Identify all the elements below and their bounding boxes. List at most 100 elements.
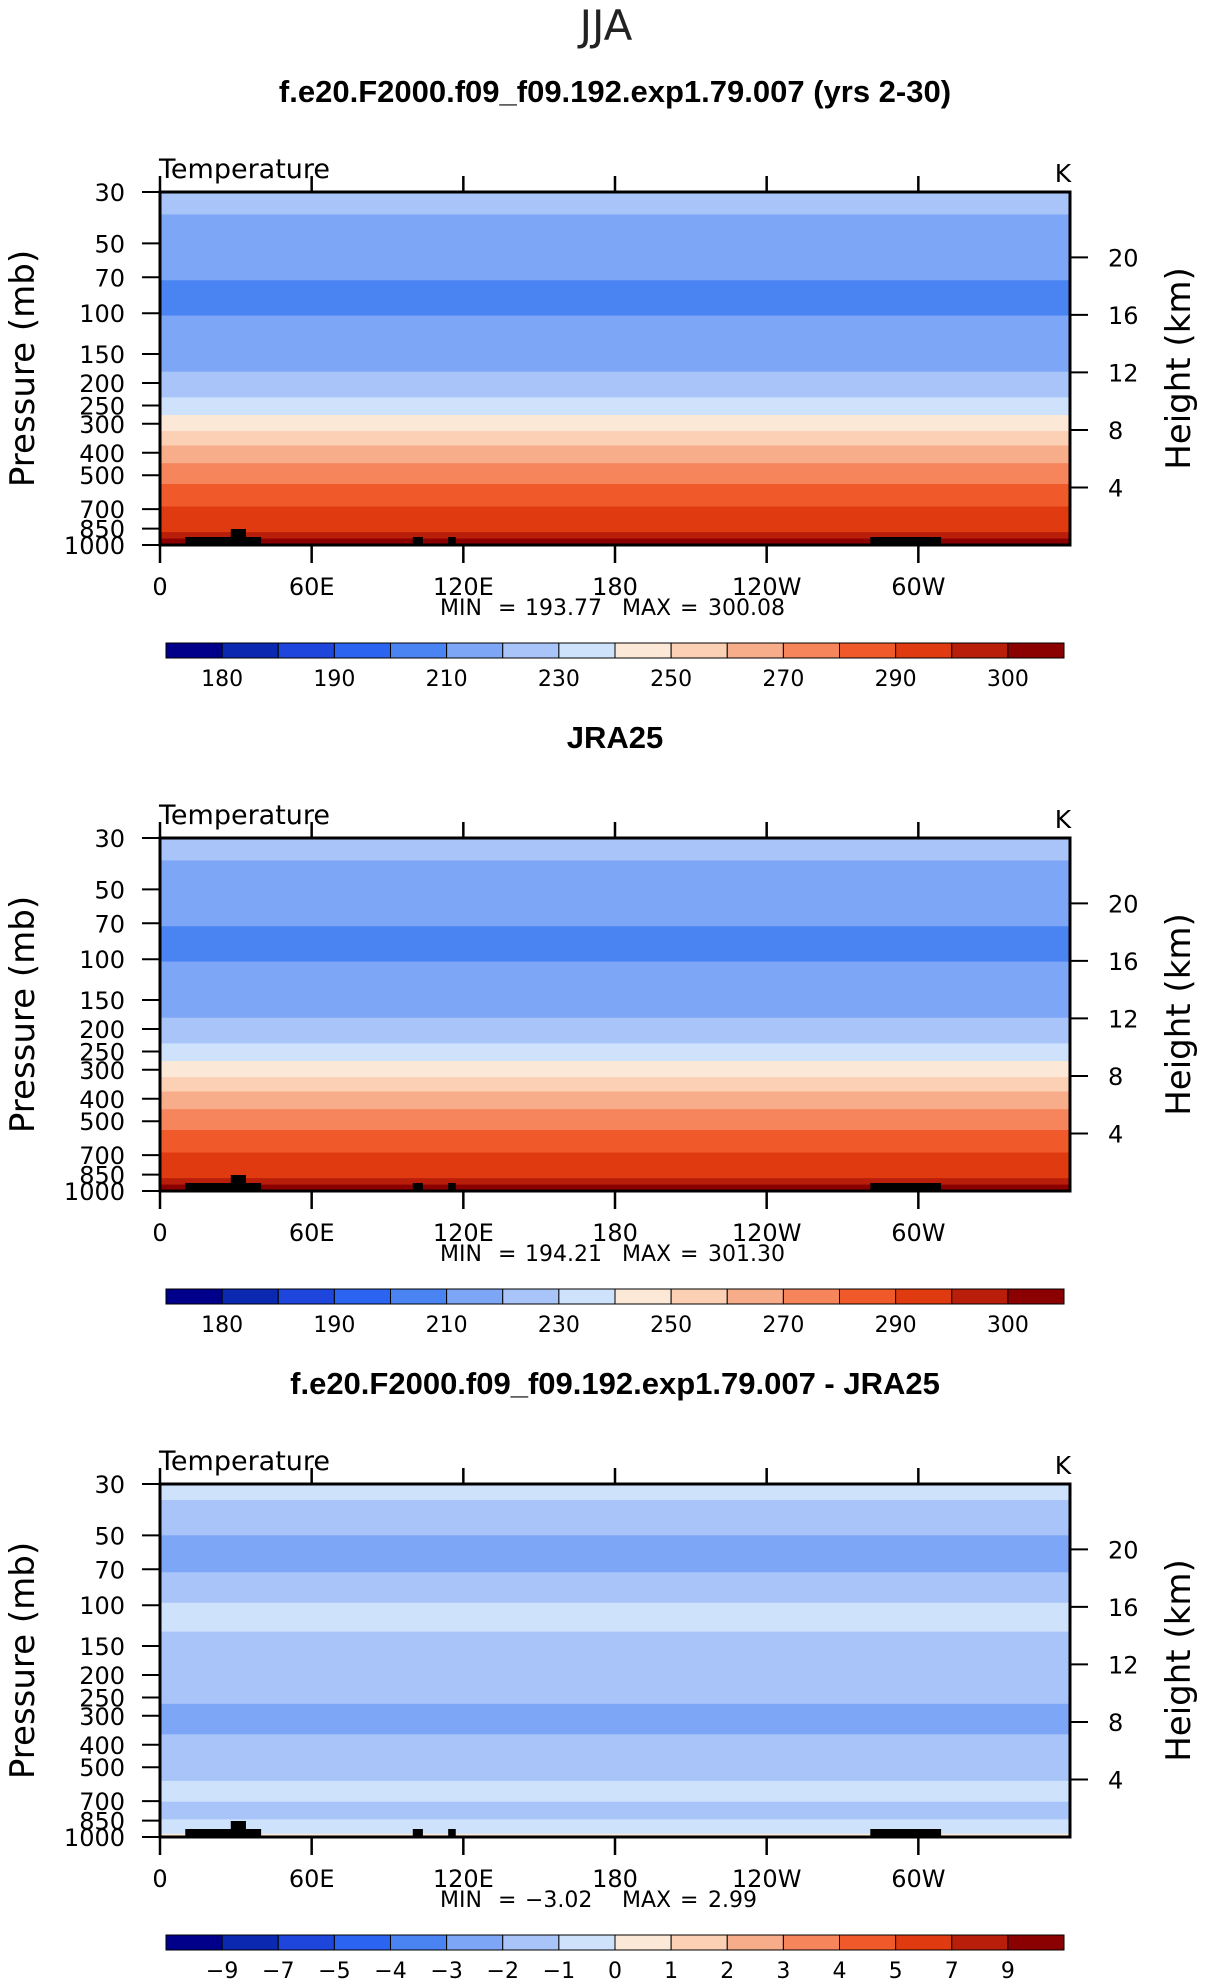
y-tick-label: 250	[79, 1684, 125, 1712]
contour-band	[160, 1165, 1070, 1168]
contour-band	[160, 1057, 1070, 1061]
contour-band	[160, 1650, 1070, 1654]
contour-band	[160, 1597, 1070, 1601]
min-label: MIN	[440, 1242, 482, 1267]
contour-band	[160, 1097, 1070, 1101]
contour-band	[160, 1048, 1070, 1051]
contour-band	[160, 1655, 1070, 1658]
contour-band	[160, 1157, 1070, 1160]
contour-band	[160, 362, 1070, 365]
contour-band	[160, 1142, 1070, 1146]
max-equals: =	[680, 596, 698, 621]
contour-field	[160, 838, 1070, 1192]
contour-band	[160, 1572, 1070, 1575]
contour-band	[160, 471, 1070, 474]
contour-band	[160, 1748, 1070, 1751]
contour-band	[160, 285, 1070, 288]
colorbar-tick-label: 3	[776, 1959, 790, 1984]
topography-block	[230, 1821, 246, 1837]
contour-band	[160, 527, 1070, 530]
y-tick-label: 30	[94, 1471, 125, 1499]
topography-block	[412, 537, 423, 545]
y-tick-label: 30	[94, 179, 125, 207]
contour-field	[160, 1484, 1070, 1838]
contour-band	[160, 382, 1070, 386]
x-tick-label: 120W	[732, 1865, 802, 1893]
colorbar-tick-label: 180	[201, 667, 243, 692]
contour-band	[160, 1144, 1070, 1147]
colorbar-box	[1007, 642, 1065, 659]
contour-band	[160, 939, 1070, 942]
contour-band	[160, 291, 1070, 294]
x-tick-label: 180	[592, 1865, 638, 1893]
colorbar-tick-label: 4	[833, 1959, 847, 1984]
colorbar-box	[670, 1288, 728, 1305]
colorbar-tick-label: 230	[538, 667, 580, 692]
contour-band	[160, 1073, 1070, 1077]
contour-band	[160, 506, 1070, 509]
contour-band	[160, 1519, 1070, 1522]
colorbar-tick-label: 1	[664, 1959, 678, 1984]
contour-band	[160, 1613, 1070, 1617]
contour-band	[160, 331, 1070, 334]
x-tick-label: 120W	[732, 1219, 802, 1247]
contour-band	[160, 450, 1070, 453]
y-tick-label: 100	[79, 300, 125, 328]
units-label: K	[1055, 1451, 1072, 1480]
contour-band	[160, 1808, 1070, 1811]
contour-band	[160, 530, 1070, 533]
contour-band	[160, 451, 1070, 455]
contour-band	[160, 1027, 1070, 1030]
contour-band	[160, 1596, 1070, 1599]
contour-band	[160, 248, 1070, 251]
contour-band	[160, 956, 1070, 959]
contour-band	[160, 1522, 1070, 1525]
contour-band	[160, 1553, 1070, 1556]
contour-band	[160, 1702, 1070, 1705]
contour-band	[160, 498, 1070, 501]
chart-panel-2: JRA25 Temperature K 0 60E 120E 180 120W 60W 30 50 7…	[3, 720, 1199, 1338]
topography-block	[185, 1183, 262, 1191]
contour-band	[160, 931, 1070, 934]
contour-band	[160, 458, 1070, 461]
x-tick-label: 60W	[891, 573, 945, 601]
contour-band	[160, 524, 1070, 527]
contour-band	[160, 846, 1070, 849]
contour-band	[160, 992, 1070, 995]
topography-block	[412, 1829, 423, 1837]
contour-band	[160, 1019, 1070, 1022]
contour-band	[160, 1816, 1070, 1819]
min-label: MIN	[440, 1888, 482, 1913]
height-tick-label: 4	[1108, 474, 1123, 502]
contour-band	[160, 982, 1070, 985]
contour-band	[160, 389, 1070, 392]
contour-band	[160, 339, 1070, 342]
contour-band	[160, 1525, 1070, 1528]
contour-band	[160, 1612, 1070, 1615]
contour-band	[160, 442, 1070, 445]
contour-band	[160, 1069, 1070, 1072]
colorbar-box	[165, 642, 223, 659]
contour-band	[160, 1020, 1070, 1024]
contour-band	[160, 1181, 1070, 1184]
contour-band	[160, 427, 1070, 431]
contour-band	[160, 1115, 1070, 1118]
contour-band	[160, 1530, 1070, 1533]
contour-band	[160, 405, 1070, 408]
contour-band	[160, 492, 1070, 495]
contour-band	[160, 439, 1070, 442]
contour-band	[160, 1625, 1070, 1628]
contour-band	[160, 272, 1070, 275]
contour-band	[160, 1782, 1070, 1785]
colorbar-box	[446, 1288, 504, 1305]
contour-band	[160, 1776, 1070, 1779]
contour-band	[160, 964, 1070, 967]
contour-band	[160, 1670, 1070, 1673]
contour-band	[160, 1022, 1070, 1025]
colorbar-box	[895, 642, 953, 659]
x-tick-label: 60E	[289, 1219, 335, 1247]
contour-band	[160, 995, 1070, 998]
colorbar-box	[895, 1288, 953, 1305]
contour-band	[160, 264, 1070, 267]
contour-band	[160, 360, 1070, 363]
